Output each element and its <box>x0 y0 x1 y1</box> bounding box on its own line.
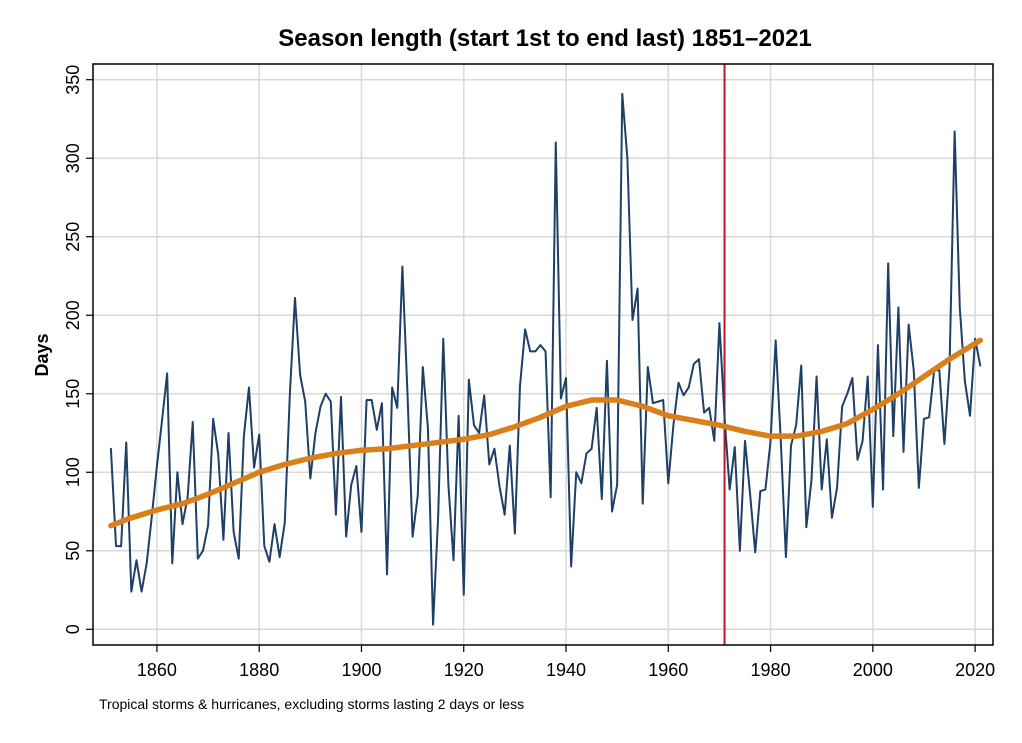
x-tick-label: 1940 <box>546 660 586 680</box>
series-line <box>108 337 983 529</box>
x-tick-label: 2000 <box>853 660 893 680</box>
y-tick-label: 50 <box>63 541 83 561</box>
x-tick-label: 1920 <box>444 660 484 680</box>
plot-frame <box>92 63 994 646</box>
y-tick-label: 100 <box>63 457 83 487</box>
y-tick-label: 200 <box>63 300 83 330</box>
note: Tropical storms & hurricanes, excluding … <box>99 696 524 712</box>
x-tick-label: 1880 <box>239 660 279 680</box>
x-tick-label: 1980 <box>751 660 791 680</box>
y-tick-label: 150 <box>63 379 83 409</box>
y-tick-label: 250 <box>63 222 83 252</box>
y-axis-label: Days <box>32 333 52 376</box>
y-tick-label: 300 <box>63 143 83 173</box>
series-line <box>109 92 982 626</box>
x-tick-label: 2020 <box>955 660 995 680</box>
chart-title: Season length (start 1st to end last) 18… <box>278 25 812 52</box>
x-tick-label: 1960 <box>648 660 688 680</box>
y-tick-label: 0 <box>63 624 83 634</box>
x-tick-label: 1860 <box>137 660 177 680</box>
y-tick-label: 350 <box>63 65 83 95</box>
x-tick-label: 1900 <box>341 660 381 680</box>
